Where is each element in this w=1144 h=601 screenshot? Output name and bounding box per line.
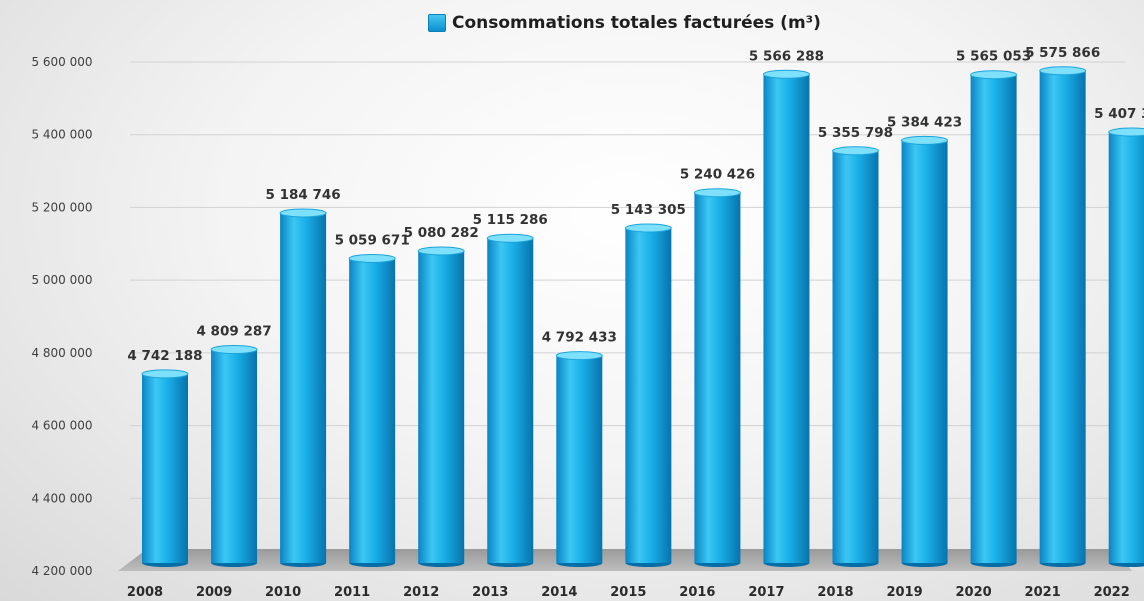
data-label: 5 355 798 (818, 125, 893, 141)
x-tick-label: 2017 (748, 585, 784, 600)
x-tick-label: 2009 (196, 585, 232, 600)
x-tick-label: 2010 (265, 585, 301, 600)
x-tick-label: 2015 (610, 585, 646, 600)
data-label: 5 575 866 (1025, 45, 1100, 61)
bar (210, 344, 258, 567)
y-tick-label: 5 400 000 (31, 128, 92, 142)
chart-legend: Consommations totales facturées (m³) (428, 10, 821, 36)
y-tick-label: 5 000 000 (31, 273, 92, 287)
x-tick-label: 2021 (1025, 585, 1061, 600)
x-tick-label: 2011 (334, 585, 370, 600)
bar (762, 69, 810, 567)
y-tick-label: 4 400 000 (31, 491, 92, 505)
x-tick-label: 2012 (403, 585, 439, 600)
data-label: 4 792 433 (542, 330, 617, 346)
x-tick-label: 2018 (817, 585, 853, 600)
data-label: 4 809 287 (196, 323, 271, 339)
bar (832, 146, 879, 567)
data-label: 5 115 286 (473, 212, 548, 228)
bar (970, 70, 1018, 567)
data-label: 4 742 188 (127, 348, 202, 364)
data-label: 5 566 288 (749, 48, 824, 64)
legend-swatch (428, 14, 446, 32)
x-tick-label: 2014 (541, 585, 577, 600)
data-label: 5 565 053 (956, 49, 1031, 65)
data-label: 5 080 282 (404, 225, 479, 241)
bar (693, 188, 741, 567)
x-tick-label: 2016 (679, 585, 715, 600)
data-label: 5 240 426 (680, 167, 755, 183)
bar (279, 208, 327, 567)
bar (486, 233, 534, 567)
x-tick-label: 2020 (956, 585, 992, 600)
data-label: 5 143 305 (611, 202, 686, 218)
bar (1108, 127, 1144, 567)
y-tick-label: 4 200 000 (31, 564, 92, 578)
bar (555, 351, 603, 567)
legend-label: Consommations totales facturées (m³) (452, 13, 821, 33)
y-tick-label: 4 800 000 (31, 346, 92, 360)
data-label: 5 384 423 (887, 114, 962, 130)
x-tick-label: 2022 (1094, 585, 1130, 600)
y-tick-label: 5 600 000 (31, 55, 92, 69)
y-tick-label: 4 600 000 (31, 419, 92, 433)
data-label: 5 184 746 (266, 187, 341, 203)
data-label: 5 059 671 (335, 232, 410, 248)
y-tick-label: 5 200 000 (31, 200, 92, 214)
x-tick-label: 2013 (472, 585, 508, 600)
x-tick-label: 2019 (886, 585, 922, 600)
bar (624, 223, 672, 567)
bar (141, 369, 189, 567)
bar (417, 246, 465, 567)
bar (348, 253, 396, 567)
bar (1039, 66, 1087, 567)
data-label: 5 407 363 (1094, 106, 1144, 122)
x-tick-label: 2008 (127, 585, 163, 600)
bar (901, 135, 949, 567)
